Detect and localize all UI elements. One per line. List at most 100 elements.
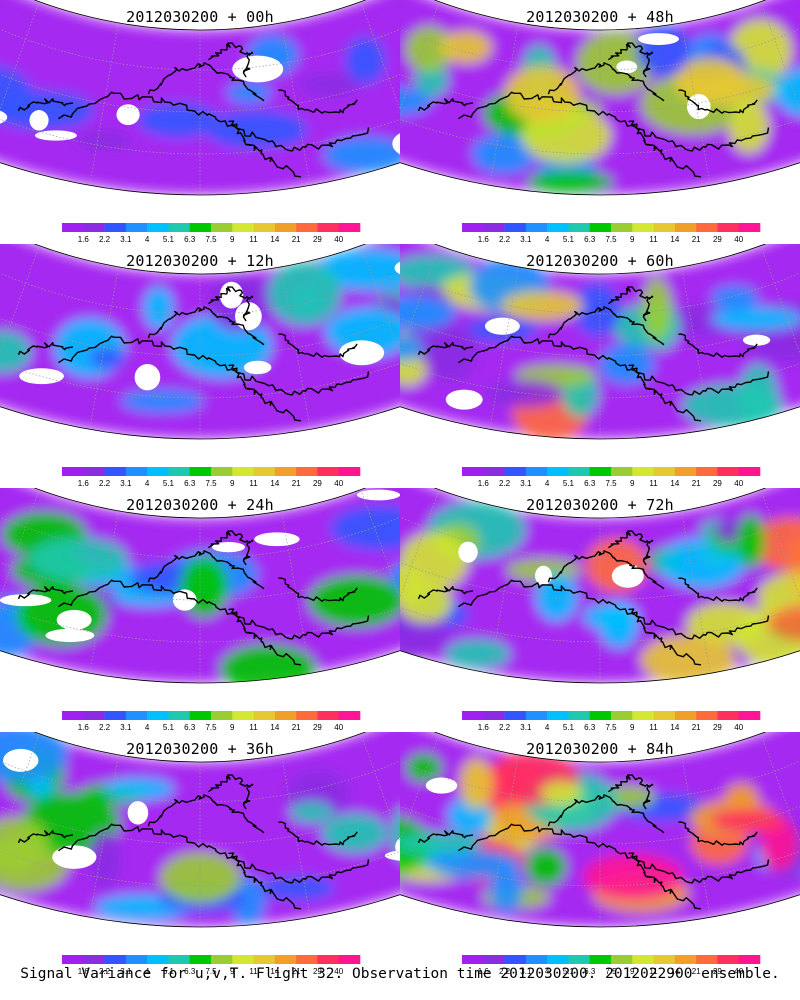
colorbar-swatch bbox=[211, 467, 233, 476]
colorbar-swatch bbox=[338, 955, 361, 964]
colorbar-tick-label: 1.6 bbox=[78, 723, 90, 732]
colorbar-tick-label: 5.1 bbox=[163, 479, 175, 488]
colorbar-tick-label: 5.1 bbox=[163, 967, 175, 976]
colorbar-tick-label: 40 bbox=[734, 723, 743, 732]
colorbar-tick-label: 7.5 bbox=[205, 723, 217, 732]
colorbar-tick-label: 2.2 bbox=[499, 479, 511, 488]
colorbar-swatch bbox=[104, 223, 127, 232]
colorbar-tick-label: 3.1 bbox=[520, 235, 532, 244]
colorbar-tick-label: 40 bbox=[334, 967, 343, 976]
colorbar-swatch bbox=[547, 955, 569, 964]
colorbar-swatch bbox=[83, 711, 105, 720]
colorbar-swatch bbox=[525, 223, 548, 232]
colorbar-tick-label: 11 bbox=[649, 479, 658, 488]
colorbar-swatch bbox=[568, 955, 591, 964]
panel-36h: 2012030200 + 36h 1.6 2.2 3.1 4 5.1 6.3 7.5 9 11 1… bbox=[0, 732, 400, 980]
colorbar-swatch bbox=[83, 955, 105, 964]
colorbar-tick-label: 6.3 bbox=[584, 479, 596, 488]
colorbar-tick-label: 9 bbox=[230, 723, 235, 732]
colorbar-tick-label: 4 bbox=[145, 479, 150, 488]
colorbar-tick-label: 7.5 bbox=[205, 479, 217, 488]
colorbar-swatch bbox=[462, 711, 484, 720]
colorbar-tick-label: 21 bbox=[292, 723, 301, 732]
colorbar-swatch bbox=[168, 711, 191, 720]
colorbar-swatch bbox=[504, 955, 527, 964]
colorbar-swatch bbox=[504, 711, 527, 720]
colorbar-swatch bbox=[632, 223, 654, 232]
colorbar-tick-label: 3.1 bbox=[120, 479, 132, 488]
colorbar-tick-label: 40 bbox=[734, 235, 743, 244]
panel-title: 2012030200 + 84h bbox=[526, 740, 674, 758]
panel-84h: 2012030200 + 84h 1.6 2.2 3.1 4 5.1 6.3 7.5 9 11 1… bbox=[400, 732, 800, 980]
colorbar-tick-label: 2.2 bbox=[99, 967, 111, 976]
colorbar-tick-label: 11 bbox=[649, 967, 658, 976]
colorbar-tick-label: 6.3 bbox=[184, 479, 196, 488]
colorbar-swatch bbox=[168, 467, 191, 476]
colorbar-swatch bbox=[189, 955, 212, 964]
colorbar-tick-label: 3.1 bbox=[120, 723, 132, 732]
colorbar-swatch bbox=[62, 223, 84, 232]
map-plot bbox=[400, 244, 800, 440]
colorbar-tick-label: 1.6 bbox=[478, 723, 490, 732]
colorbar-tick-label: 29 bbox=[313, 967, 322, 976]
colorbar: 1.6 2.2 3.1 4 5.1 6.3 7.5 9 11 14 21 29 40 bbox=[62, 711, 361, 732]
colorbar-swatch bbox=[696, 711, 718, 720]
colorbar-tick-label: 11 bbox=[249, 967, 258, 976]
colorbar-tick-label: 6.3 bbox=[584, 235, 596, 244]
colorbar-tick-label: 4 bbox=[545, 723, 550, 732]
colorbar-swatch bbox=[653, 955, 676, 964]
colorbar-tick-label: 3.1 bbox=[120, 967, 132, 976]
colorbar-tick-label: 7.5 bbox=[605, 235, 617, 244]
colorbar-tick-label: 21 bbox=[692, 967, 701, 976]
colorbar-tick-label: 5.1 bbox=[163, 235, 175, 244]
colorbar-swatch bbox=[125, 223, 148, 232]
panel-24h: 2012030200 + 24h 1.6 2.2 3.1 4 5.1 6.3 7.5 9 11 1… bbox=[0, 488, 400, 736]
colorbar-tick-label: 3.1 bbox=[520, 723, 532, 732]
colorbar-swatch bbox=[738, 223, 761, 232]
colorbar-tick-label: 7.5 bbox=[605, 479, 617, 488]
map-plot bbox=[0, 732, 400, 928]
colorbar: 1.6 2.2 3.1 4 5.1 6.3 7.5 9 11 14 21 29 40 bbox=[462, 955, 761, 976]
map-field bbox=[400, 244, 800, 440]
colorbar-tick-label: 1.6 bbox=[478, 479, 490, 488]
colorbar-swatch bbox=[125, 955, 148, 964]
colorbar-swatch bbox=[717, 223, 740, 232]
colorbar-tick-label: 40 bbox=[334, 479, 343, 488]
colorbar-tick-label: 7.5 bbox=[605, 723, 617, 732]
colorbar-tick-label: 1.6 bbox=[78, 235, 90, 244]
map-field bbox=[400, 488, 800, 684]
panel-title: 2012030200 + 00h bbox=[126, 8, 274, 26]
colorbar-swatch bbox=[338, 223, 361, 232]
colorbar-tick-label: 14 bbox=[270, 479, 279, 488]
colorbar-tick-label: 7.5 bbox=[605, 967, 617, 976]
colorbar-swatch bbox=[62, 955, 84, 964]
map-plot bbox=[400, 488, 800, 684]
colorbar-swatch bbox=[62, 467, 84, 476]
colorbar-tick-label: 3.1 bbox=[520, 479, 532, 488]
colorbar-swatch bbox=[317, 955, 340, 964]
colorbar-tick-label: 2.2 bbox=[99, 235, 111, 244]
colorbar-swatch bbox=[253, 711, 276, 720]
panel-title: 2012030200 + 72h bbox=[526, 496, 674, 514]
colorbar-swatch bbox=[504, 223, 527, 232]
colorbar-tick-label: 14 bbox=[670, 723, 679, 732]
colorbar-swatch bbox=[147, 711, 169, 720]
colorbar-swatch bbox=[462, 467, 484, 476]
colorbar-swatch bbox=[338, 711, 361, 720]
colorbar-swatch bbox=[253, 223, 276, 232]
colorbar-swatch bbox=[253, 955, 276, 964]
colorbar-tick-label: 29 bbox=[313, 723, 322, 732]
panel-title: 2012030200 + 60h bbox=[526, 252, 674, 270]
colorbar-tick-label: 6.3 bbox=[184, 723, 196, 732]
colorbar-swatch bbox=[547, 223, 569, 232]
colorbar-tick-label: 11 bbox=[249, 479, 258, 488]
colorbar-tick-label: 5.1 bbox=[563, 479, 575, 488]
colorbar-tick-label: 29 bbox=[313, 235, 322, 244]
colorbar-swatch bbox=[125, 711, 148, 720]
colorbar-tick-label: 29 bbox=[713, 723, 722, 732]
colorbar-swatch bbox=[104, 467, 127, 476]
colorbar-tick-label: 4 bbox=[545, 235, 550, 244]
colorbar-tick-label: 7.5 bbox=[205, 235, 217, 244]
colorbar-swatch bbox=[274, 711, 297, 720]
